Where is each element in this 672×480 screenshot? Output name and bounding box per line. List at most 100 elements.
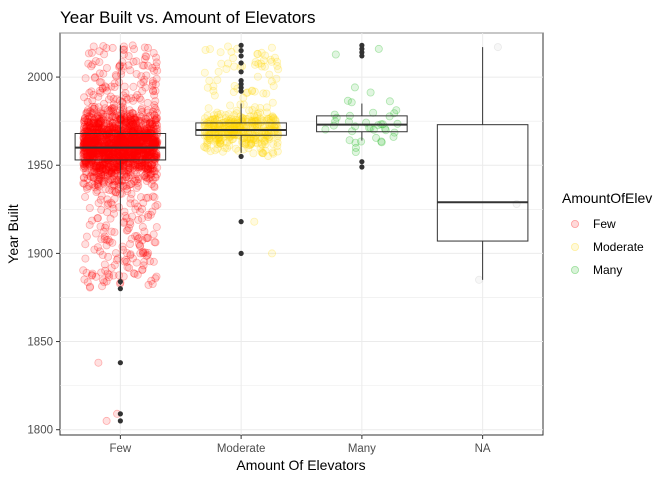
jitter-point — [145, 150, 154, 159]
jitter-point — [102, 166, 111, 175]
jitter-point — [126, 117, 135, 126]
jitter-point — [130, 160, 139, 169]
jitter-point — [126, 199, 135, 208]
jitter-point — [88, 113, 97, 122]
jitter-point — [97, 78, 106, 87]
jitter-point — [88, 148, 97, 157]
jitter-point — [107, 168, 116, 177]
jitter-point — [134, 239, 143, 248]
jitter-point — [119, 245, 128, 254]
jitter-point — [369, 108, 378, 117]
jitter-point — [142, 134, 151, 143]
jitter-point — [125, 119, 134, 128]
jitter-point — [127, 189, 136, 198]
jitter-point — [103, 200, 112, 209]
jitter-point — [93, 161, 102, 170]
jitter-point — [124, 155, 133, 164]
jitter-point — [124, 171, 133, 180]
jitter-point — [147, 169, 156, 178]
chart-title: Year Built vs. Amount of Elevators — [60, 8, 315, 27]
jitter-point — [99, 160, 108, 169]
jitter-point — [149, 66, 158, 75]
jitter-point — [142, 119, 151, 128]
jitter-point — [98, 124, 107, 133]
jitter-point — [92, 188, 101, 197]
jitter-point — [98, 148, 107, 157]
jitter-point — [97, 174, 106, 183]
jitter-point — [126, 134, 135, 143]
jitter-point — [220, 127, 229, 136]
x-tick-label: NA — [475, 443, 491, 455]
jitter-point — [117, 103, 126, 112]
jitter-point — [119, 62, 128, 71]
jitter-point — [127, 234, 136, 243]
jitter-point — [126, 250, 135, 259]
jitter-point — [142, 118, 151, 127]
outlier-point — [238, 53, 244, 59]
jitter-point — [113, 149, 122, 158]
outlier-point — [117, 360, 123, 366]
jitter-point — [132, 161, 141, 170]
jitter-point — [129, 148, 138, 157]
jitter-point — [94, 92, 103, 101]
jitter-point — [100, 171, 109, 180]
jitter-point — [80, 179, 89, 188]
jitter-point — [109, 105, 118, 114]
jitter-point — [151, 115, 160, 124]
jitter-point — [151, 105, 160, 114]
jitter-point — [85, 148, 94, 157]
jitter-point — [94, 167, 103, 176]
jitter-point — [102, 241, 111, 250]
jitter-point — [105, 237, 114, 246]
jitter-point — [93, 214, 102, 223]
jitter-point — [150, 238, 159, 247]
jitter-point — [107, 138, 116, 147]
jitter-point — [132, 151, 141, 160]
jitter-point — [139, 158, 148, 167]
jitter-point — [97, 108, 106, 117]
jitter-point — [90, 123, 99, 132]
outlier-point — [117, 418, 123, 424]
jitter-point — [88, 60, 97, 69]
jitter-point — [80, 174, 89, 183]
jitter-point — [136, 136, 145, 145]
jitter-point — [83, 182, 92, 191]
jitter-point — [140, 257, 149, 266]
jitter-point — [92, 148, 101, 157]
jitter-point — [110, 103, 119, 112]
jitter-point — [93, 134, 102, 143]
jitter-point — [117, 110, 126, 119]
jitter-point — [128, 150, 137, 159]
jitter-point — [102, 64, 111, 73]
jitter-point — [98, 84, 107, 93]
jitter-point — [125, 263, 134, 272]
jitter-point — [126, 158, 135, 167]
jitter-point — [121, 114, 130, 123]
jitter-point — [91, 128, 100, 137]
jitter-point — [267, 57, 276, 66]
jitter-point — [99, 116, 108, 125]
jitter-point — [91, 148, 100, 157]
jitter-point — [119, 134, 128, 143]
jitter-point — [153, 124, 162, 133]
jitter-point — [126, 168, 135, 177]
jitter-point — [144, 126, 153, 135]
jitter-point — [80, 134, 89, 143]
jitter-point — [106, 138, 115, 147]
jitter-point — [128, 127, 137, 136]
jitter-point — [148, 135, 157, 144]
jitter-point — [136, 124, 145, 133]
jitter-point — [125, 110, 134, 119]
jitter-point — [131, 137, 140, 146]
jitter-point — [385, 112, 394, 121]
jitter-point — [93, 186, 102, 195]
jitter-point — [83, 118, 92, 127]
jitter-point — [102, 135, 111, 144]
jitter-point — [150, 137, 159, 146]
jitter-point — [92, 118, 101, 127]
jitter-point — [250, 217, 259, 226]
jitter-point — [122, 116, 131, 125]
jitter-point — [267, 43, 276, 52]
jitter-point — [105, 95, 114, 104]
jitter-point — [104, 149, 113, 158]
